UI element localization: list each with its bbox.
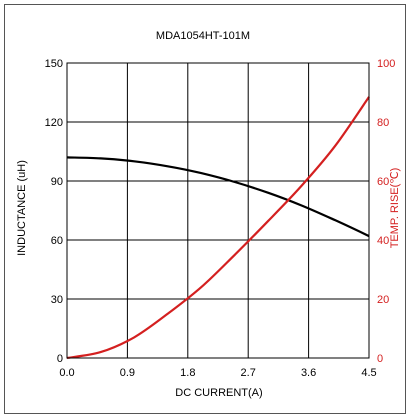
y-axis-label-left: INDUCTANCE (uH) xyxy=(16,160,28,256)
x-tick-label: 0.9 xyxy=(120,367,135,379)
x-axis-label: DC CURRENT(A) xyxy=(175,387,262,399)
y-tick-label-left: 150 xyxy=(45,58,63,70)
y-tick-label-right: 40 xyxy=(377,235,389,247)
y-tick-label-right: 20 xyxy=(377,294,389,306)
y-tick-label-right: 100 xyxy=(377,58,395,70)
inductance-line xyxy=(66,156,370,238)
y-tick-label-left: 90 xyxy=(51,176,63,188)
y-tick-label-left: 30 xyxy=(51,294,63,306)
x-tick-label: 4.5 xyxy=(361,367,376,379)
y-axis-label-right: TEMP. RISE(℃) xyxy=(389,168,401,249)
plot-area-border xyxy=(66,62,370,359)
chart-frame: MDA1054HT-101M 0.0 0.9 1.8 2.7 3.6 4.5 0 30 60 90… xyxy=(4,4,406,414)
tick-labels: 0.0 0.9 1.8 2.7 3.6 4.50306090120150020406080… xyxy=(45,58,396,379)
y-tick-label-right: 0 xyxy=(377,353,383,365)
x-tick-label: 3.6 xyxy=(301,367,316,379)
x-tick-label: 1.8 xyxy=(180,367,195,379)
x-tick-label: 2.7 xyxy=(241,367,256,379)
x-tick-label: 0.0 xyxy=(59,367,74,379)
y-tick-label-left: 120 xyxy=(45,117,63,129)
y-tick-label-right: 80 xyxy=(377,117,389,129)
chart-svg: MDA1054HT-101M 0.0 0.9 1.8 2.7 3.6 4.50306090… xyxy=(16,30,401,399)
temperature-rise-line xyxy=(66,96,370,360)
grid xyxy=(67,63,369,358)
chart-title: MDA1054HT-101M xyxy=(156,30,250,42)
y-tick-label-left: 60 xyxy=(51,235,63,247)
y-tick-label-left: 0 xyxy=(57,353,63,365)
y-tick-label-right: 60 xyxy=(377,176,389,188)
series-lines xyxy=(66,96,370,360)
